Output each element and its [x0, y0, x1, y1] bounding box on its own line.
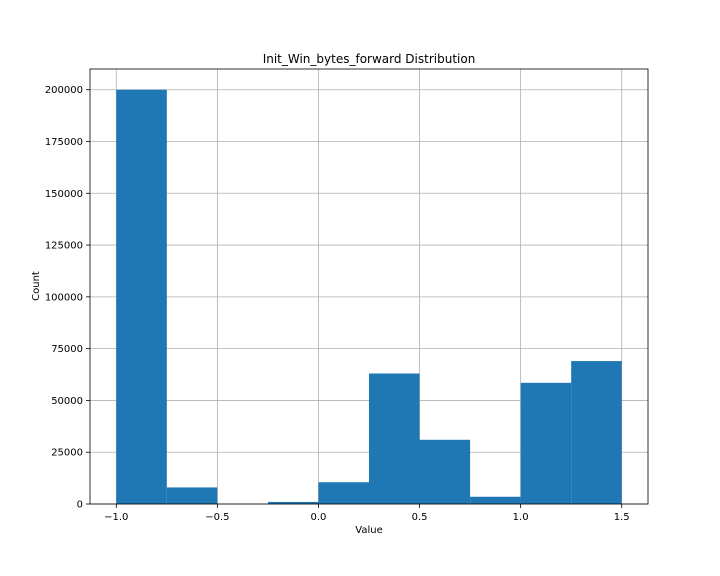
histogram-bar [369, 373, 420, 504]
y-tick-label: 125000 [45, 241, 83, 252]
histogram-bar [470, 496, 521, 504]
y-axis-ticks: 0 25000 50000 75000 100000 125000 150000 175000… [45, 85, 90, 511]
y-tick-label: 75000 [51, 344, 83, 355]
histogram-bar [520, 382, 572, 504]
histogram-bar [116, 89, 167, 504]
y-axis-label: Count [31, 271, 42, 301]
y-tick-label: 175000 [45, 137, 83, 148]
y-tick-label: 100000 [45, 292, 83, 303]
x-tick-label: 1.0 [513, 512, 529, 523]
x-tick-label: 0.5 [412, 512, 428, 523]
x-tick-label: −0.5 [205, 512, 229, 523]
y-tick-label: 0 [77, 500, 83, 511]
histogram-bars [116, 89, 622, 504]
x-tick-label: 0.0 [311, 512, 327, 523]
histogram-bar [166, 487, 218, 504]
x-tick-label: −1.0 [104, 512, 128, 523]
x-axis-ticks: −1.0 −0.5 0.0 0.5 1.0 1.5 [104, 504, 630, 523]
chart-title: Init_Win_bytes_forward Distribution [263, 52, 476, 66]
plot-frame [89, 68, 649, 505]
x-axis-label: Value [355, 525, 382, 536]
grid-lines [90, 69, 648, 505]
y-tick-label: 150000 [45, 189, 83, 200]
y-tick-label: 25000 [51, 448, 83, 459]
y-tick-label: 50000 [51, 396, 83, 407]
histogram-bar [571, 361, 622, 504]
y-tick-label: 200000 [45, 85, 83, 96]
histogram-bar [318, 482, 369, 504]
histogram-bar [267, 501, 319, 504]
x-tick-label: 1.5 [614, 512, 630, 523]
histogram-bar [419, 439, 471, 504]
